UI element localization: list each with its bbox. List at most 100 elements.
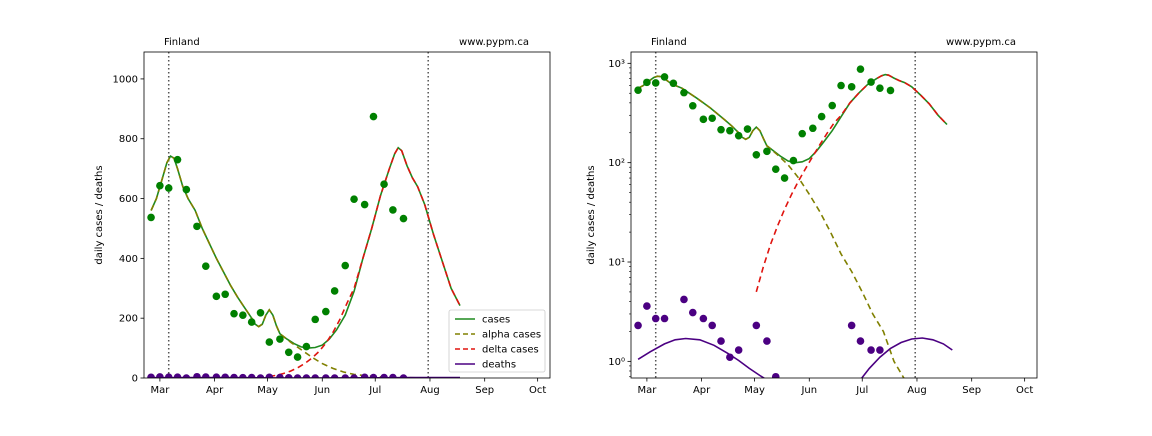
data-point-case-data xyxy=(380,180,388,188)
data-point-death-data xyxy=(734,346,743,354)
data-point-death-data xyxy=(752,321,761,330)
series-line-delta-cases xyxy=(755,73,948,293)
data-point-death-data xyxy=(276,373,284,378)
data-point-death-data xyxy=(380,373,388,378)
data-point-case-data xyxy=(817,112,826,121)
data-point-case-data xyxy=(699,115,708,124)
x-tick-label: Jul xyxy=(855,385,868,396)
x-tick-label: Aug xyxy=(907,385,927,396)
x-tick-label: Jun xyxy=(800,385,817,396)
data-point-death-data xyxy=(360,373,369,378)
series-line-deaths-late- xyxy=(860,337,953,378)
data-point-case-data xyxy=(193,222,201,231)
data-point-case-data xyxy=(201,262,210,270)
data-point-death-data xyxy=(699,314,708,323)
data-point-death-data xyxy=(302,374,311,378)
data-point-case-data xyxy=(828,101,837,110)
y-axis-label: daily cases / deaths xyxy=(94,165,105,264)
data-point-death-data xyxy=(256,374,265,378)
data-point-death-data xyxy=(634,321,642,330)
data-point-case-data xyxy=(311,315,320,324)
x-tick-label: Sep xyxy=(475,385,494,396)
data-point-case-data xyxy=(780,174,789,182)
data-point-case-data xyxy=(763,147,771,156)
data-point-case-data xyxy=(634,86,642,94)
data-point-death-data xyxy=(330,374,339,378)
data-point-case-data xyxy=(156,181,164,190)
data-point-case-data xyxy=(708,114,716,123)
data-point-case-data xyxy=(284,348,293,357)
data-point-death-data xyxy=(182,374,191,378)
data-point-case-data xyxy=(212,292,221,301)
data-point-case-data xyxy=(147,213,155,222)
data-point-case-data xyxy=(734,131,743,140)
y-tick-label: 1000 xyxy=(113,74,138,85)
chart-title-left: Finland xyxy=(164,37,200,48)
data-point-case-data xyxy=(651,79,660,87)
y-tick-label: 800 xyxy=(119,134,138,145)
x-tick-label: Oct xyxy=(1016,385,1033,396)
data-point-case-data xyxy=(239,311,247,319)
data-point-case-data xyxy=(293,353,302,361)
data-point-death-data xyxy=(688,308,697,317)
x-tick-label: Mar xyxy=(637,385,657,396)
legend-label: alpha cases xyxy=(482,330,541,341)
data-point-death-data xyxy=(311,374,320,378)
series-line-deaths xyxy=(637,337,766,378)
data-point-death-data xyxy=(284,373,293,378)
data-point-case-data xyxy=(798,129,807,138)
data-point-case-data xyxy=(856,65,865,73)
plot-area xyxy=(147,52,461,378)
data-point-death-data xyxy=(247,373,256,378)
x-tick-label: May xyxy=(744,385,765,396)
legend-box xyxy=(448,309,546,373)
data-point-death-data xyxy=(771,372,780,378)
data-point-death-data xyxy=(726,353,734,362)
plot-area xyxy=(634,52,953,378)
x-tick-label: Mar xyxy=(150,385,170,396)
y-axis-label: daily cases / deaths xyxy=(586,165,597,264)
y-tick-label: 0 xyxy=(132,374,138,385)
legend-label: delta cases xyxy=(482,345,539,356)
x-tick-label: May xyxy=(257,385,278,396)
data-point-death-data xyxy=(717,337,725,345)
y-tick-label: 10¹ xyxy=(608,258,625,269)
data-point-case-data xyxy=(276,335,284,343)
data-point-death-data xyxy=(293,374,302,378)
data-point-death-data xyxy=(341,374,350,378)
data-point-death-data xyxy=(239,373,247,378)
x-tick-label: Apr xyxy=(693,385,711,396)
data-point-case-data xyxy=(322,307,330,316)
data-point-death-data xyxy=(763,337,771,345)
data-point-case-data xyxy=(688,101,697,110)
x-tick-label: Oct xyxy=(529,385,546,396)
data-point-case-data xyxy=(341,261,350,270)
data-point-case-data xyxy=(726,126,734,135)
y-tick-label: 10² xyxy=(608,158,625,169)
data-point-case-data xyxy=(302,342,311,351)
data-point-case-data xyxy=(173,155,182,164)
y-tick-label: 400 xyxy=(119,254,138,265)
data-point-death-data xyxy=(265,373,274,378)
data-point-case-data xyxy=(182,185,191,194)
data-point-case-data xyxy=(230,309,238,318)
data-point-case-data xyxy=(643,78,651,87)
data-point-death-data xyxy=(212,373,221,378)
axes-frame xyxy=(143,51,551,379)
y-tick-label: 200 xyxy=(119,314,138,325)
data-point-case-data xyxy=(660,73,669,81)
data-point-case-data xyxy=(876,84,884,92)
data-point-death-data xyxy=(399,374,408,378)
data-point-case-data xyxy=(389,206,397,214)
x-tick-label: Apr xyxy=(206,385,224,396)
data-point-death-data xyxy=(230,373,238,378)
data-point-case-data xyxy=(867,78,875,86)
axes-frame xyxy=(630,51,1038,379)
chart-title-right: www.pypm.ca xyxy=(459,37,529,48)
data-point-case-data xyxy=(886,86,895,95)
chart-linear-panel: Mar Apr May Jun Jul Aug Sep Oct 0 200 400 600 800 100… xyxy=(94,37,551,396)
data-point-death-data xyxy=(147,373,155,378)
data-point-case-data xyxy=(360,200,369,209)
chart-log-panel: Mar Apr May Jun Jul Aug Sep Oct 10⁰ 10¹ 10² 10³ dail… xyxy=(586,37,1038,396)
